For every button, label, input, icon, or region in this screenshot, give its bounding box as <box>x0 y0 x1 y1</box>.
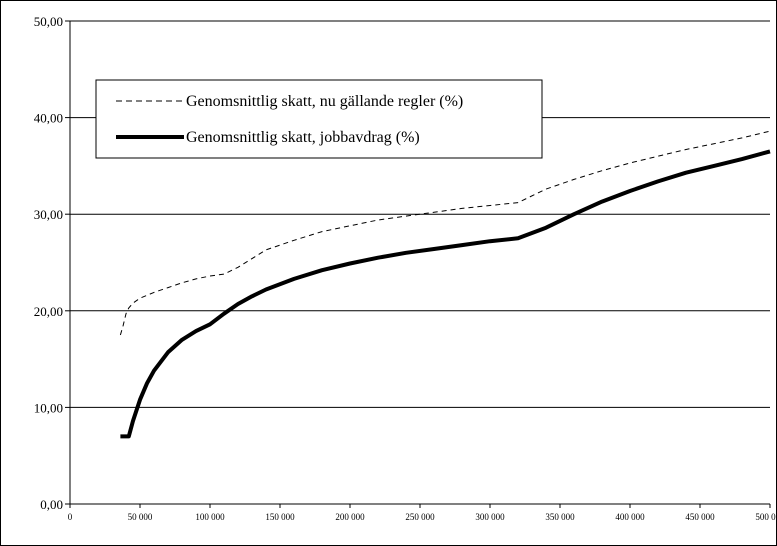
x-tick-label: 50 000 <box>128 512 153 522</box>
x-tick-label: 0 <box>68 512 73 522</box>
legend-label-current-rules: Genomsnittlig skatt, nu gällande regler … <box>186 93 463 110</box>
x-tick-label: 300 000 <box>475 512 505 522</box>
x-tick-label: 250 000 <box>405 512 435 522</box>
legend-box <box>95 79 543 159</box>
x-tick-label: 200 000 <box>335 512 365 522</box>
y-tick-label: 40,00 <box>34 111 63 126</box>
series-line-current-rules <box>119 130 771 336</box>
x-tick-label: 100 000 <box>195 512 225 522</box>
y-tick-label: 0,00 <box>40 497 63 512</box>
x-tick-label: 450 000 <box>685 512 715 522</box>
x-tick-label: 500 000 <box>755 512 777 522</box>
y-tick-label: 10,00 <box>34 400 63 415</box>
axes: 0,00 10,00 20,00 30,00 40,00 50,00 0 50 000 100 … <box>34 14 777 522</box>
series-line-job-deduction <box>120 149 771 439</box>
y-tick-label: 20,00 <box>34 304 63 319</box>
x-tick-label: 350 000 <box>545 512 575 522</box>
series-lines <box>119 130 771 439</box>
x-tick-label: 150 000 <box>265 512 295 522</box>
x-tick-label: 400 000 <box>615 512 645 522</box>
y-tick-label: 50,00 <box>34 14 63 29</box>
y-tick-label: 30,00 <box>34 207 63 222</box>
legend-label-job-deduction: Genomsnittlig skatt, jobbavdrag (%) <box>186 129 420 146</box>
legend: Genomsnittlig skatt, nu gällande regler … <box>95 79 543 159</box>
gridlines <box>70 20 770 408</box>
